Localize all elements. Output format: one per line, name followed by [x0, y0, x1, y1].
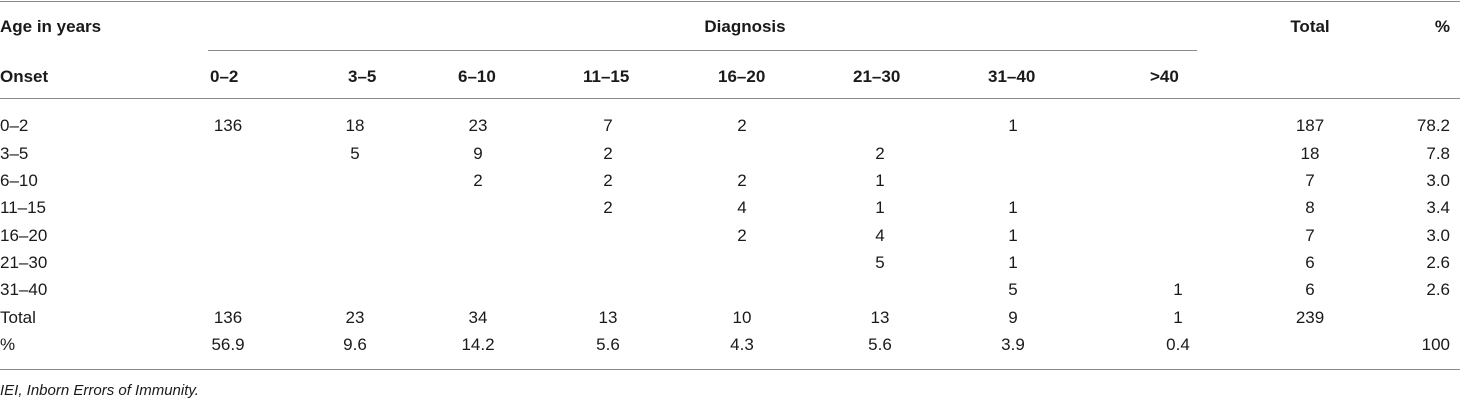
- bottom-rule: [0, 369, 1460, 370]
- cell: 5.6: [596, 335, 620, 354]
- header-rule: [0, 98, 1460, 99]
- group-rule: [208, 50, 1197, 51]
- group-header: Diagnosis: [704, 17, 786, 36]
- row-label: 21–30: [0, 253, 48, 272]
- cell: 2: [603, 198, 613, 217]
- percent-cell: 78.2: [1416, 116, 1450, 135]
- cell: 136: [213, 308, 243, 327]
- cell: 3.9: [1001, 335, 1025, 354]
- column-header: >40: [1150, 67, 1179, 86]
- column-header: 11–15: [583, 67, 630, 86]
- row-label: Total: [0, 308, 36, 327]
- cell: 5: [350, 144, 360, 163]
- column-header: 3–5: [348, 67, 377, 86]
- cell: 4: [737, 198, 747, 217]
- cell: 2: [875, 144, 885, 163]
- cell: 2: [737, 116, 747, 135]
- cell: 14.2: [461, 335, 495, 354]
- cell: 2: [603, 144, 613, 163]
- row-label: 31–40: [0, 280, 48, 299]
- cell: 4: [875, 226, 885, 245]
- total-cell: 239: [1295, 308, 1325, 327]
- cell: 1: [1008, 198, 1018, 217]
- total-cell: 6: [1305, 253, 1315, 272]
- row-label: 11–15: [0, 198, 47, 217]
- percent-cell: 100: [1421, 335, 1450, 354]
- percent-cell: 2.6: [1426, 280, 1450, 299]
- cell: 9: [473, 144, 483, 163]
- onset-header: Onset: [0, 67, 49, 86]
- cell: 9.6: [343, 335, 367, 354]
- column-header: 31–40: [988, 67, 1036, 86]
- cell: 5: [1008, 280, 1018, 299]
- row-label: 6–10: [0, 171, 38, 190]
- cell: 1: [1173, 280, 1183, 299]
- cell: 1: [1008, 253, 1018, 272]
- cell: 23: [345, 308, 365, 327]
- total-cell: 6: [1305, 280, 1315, 299]
- cell: 1: [1008, 116, 1018, 135]
- stub-header: Age in years: [0, 17, 102, 36]
- cell: 1: [1173, 308, 1183, 327]
- percent-header: %: [1434, 17, 1450, 36]
- total-header: Total: [1290, 17, 1330, 36]
- percent-cell: 7.8: [1426, 144, 1450, 163]
- percent-cell: 3.0: [1426, 226, 1450, 245]
- cell: 34: [468, 308, 488, 327]
- cell: 23: [468, 116, 488, 135]
- column-header: 0–2: [210, 67, 239, 86]
- cell: 2: [737, 226, 747, 245]
- total-cell: 187: [1295, 116, 1325, 135]
- total-cell: 7: [1305, 226, 1315, 245]
- cell: 0.4: [1166, 335, 1190, 354]
- row-label: %: [0, 335, 16, 354]
- cell: 2: [603, 171, 613, 190]
- cell: 18: [345, 116, 365, 135]
- cell: 1: [1008, 226, 1018, 245]
- top-rule: [0, 1, 1460, 2]
- cell: 1: [875, 198, 885, 217]
- cell: 2: [473, 171, 483, 190]
- cell: 5.6: [868, 335, 892, 354]
- cell: 56.9: [211, 335, 245, 354]
- row-label: 16–20: [0, 226, 48, 245]
- cell: 1: [875, 171, 885, 190]
- percent-cell: 3.0: [1426, 171, 1450, 190]
- cell: 136: [213, 116, 243, 135]
- cell: 13: [870, 308, 890, 327]
- percent-cell: 2.6: [1426, 253, 1450, 272]
- cell: 9: [1008, 308, 1018, 327]
- column-header: 21–30: [853, 67, 901, 86]
- cell: 10: [732, 308, 752, 327]
- total-cell: 18: [1300, 144, 1320, 163]
- cell: 2: [737, 171, 747, 190]
- cell: 5: [875, 253, 885, 272]
- footnote: IEI, Inborn Errors of Immunity.: [0, 382, 199, 399]
- cell: 13: [598, 308, 618, 327]
- column-header: 16–20: [718, 67, 766, 86]
- row-label: 0–2: [0, 116, 29, 135]
- total-cell: 8: [1305, 198, 1315, 217]
- cell: 7: [603, 116, 613, 135]
- cell: 4.3: [730, 335, 754, 354]
- percent-cell: 3.4: [1426, 198, 1450, 217]
- row-label: 3–5: [0, 144, 29, 163]
- column-header: 6–10: [458, 67, 496, 86]
- total-cell: 7: [1305, 171, 1315, 190]
